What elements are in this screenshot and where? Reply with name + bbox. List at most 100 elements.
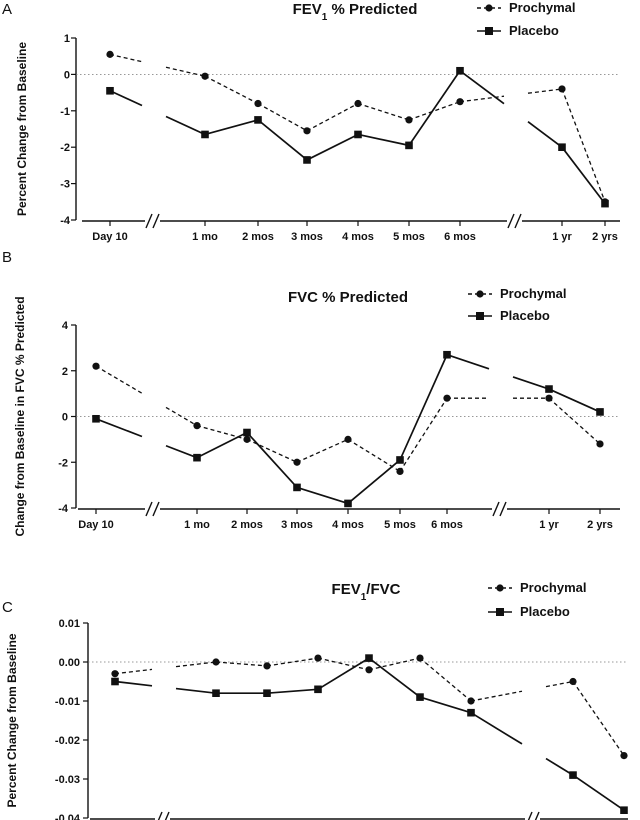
series-line-segment (109, 90, 143, 107)
data-point-square (456, 66, 464, 75)
title-part: /FVC (366, 581, 400, 598)
data-point-circle (212, 658, 220, 666)
title-part: FVC % Predicted (288, 289, 408, 306)
y-tick-label: -1 (60, 106, 70, 118)
series-line-segment (527, 121, 563, 148)
y-tick-label: -2 (60, 142, 70, 154)
series-line-segment (95, 365, 143, 394)
series-line-segment (175, 687, 217, 695)
data-point-square (601, 199, 609, 208)
data-point-circle (558, 85, 566, 93)
axis-break-mark (145, 213, 153, 229)
data-point-square (293, 483, 301, 492)
series-line-segment (266, 688, 319, 695)
series-line-segment (246, 438, 298, 463)
axis-break-mark (152, 213, 160, 229)
x-tick-label: 2 yrs (592, 231, 618, 243)
data-point-circle (416, 654, 424, 662)
data-point-square (620, 806, 628, 814)
series-line-segment (399, 354, 448, 461)
axis-break-mark (152, 501, 160, 517)
data-point-circle (354, 99, 362, 108)
series-line-segment (470, 711, 523, 745)
series-line-segment (114, 668, 153, 675)
chart-title: FVC % Predicted (288, 289, 408, 306)
series-line-segment (196, 425, 248, 441)
series-line-segment (572, 681, 625, 756)
data-point-square (354, 130, 362, 139)
series-line-segment (545, 757, 574, 776)
data-point-circle (405, 116, 413, 124)
y-tick-label: 0.01 (59, 618, 80, 630)
y-axis-label: Change from Baseline in FVC % Predicted (13, 296, 27, 536)
panel-letter: A (2, 1, 12, 18)
y-tick-label: -0.04 (55, 813, 81, 820)
legend-marker-square (476, 312, 484, 320)
axis-break-mark (514, 213, 522, 229)
data-point-square (303, 156, 311, 164)
series-line-segment (306, 102, 359, 132)
chart-title: FEV1 % Predicted (293, 1, 418, 23)
data-point-square (111, 677, 119, 686)
series-line-segment (204, 75, 259, 105)
series-line-segment (204, 119, 259, 136)
series-line-segment (165, 66, 206, 77)
y-tick-label: -0.03 (55, 774, 80, 786)
data-point-square (243, 428, 251, 437)
series-line-segment (548, 397, 601, 445)
series-line-segment (175, 661, 217, 668)
series-line-segment (470, 690, 523, 702)
x-tick-label: 2 yrs (587, 519, 613, 531)
legend-marker-square (496, 608, 504, 616)
series-line-segment (296, 486, 349, 505)
series-line-segment (459, 95, 505, 103)
chart-title: FEV1/FVC (332, 581, 401, 603)
series-line-segment (165, 115, 206, 136)
series-line-segment (572, 774, 625, 811)
x-tick-label: 6 mos (431, 519, 463, 531)
x-tick-label: 3 mos (291, 231, 323, 243)
series-line-segment (561, 146, 606, 205)
series-line-segment (266, 657, 319, 667)
series-line-segment (527, 88, 563, 94)
x-tick-label: 5 mos (393, 231, 425, 243)
title-part: FEV (293, 1, 322, 18)
title-subscript: 1 (361, 592, 367, 603)
data-point-square (106, 86, 114, 95)
series-line-segment (196, 431, 248, 459)
data-point-circle (620, 752, 628, 760)
data-point-circle (456, 98, 464, 106)
series-line-segment (306, 133, 359, 161)
axis-break-mark (534, 811, 540, 820)
data-point-circle (545, 394, 553, 402)
panel-b-fvc-chart: B FVC % Predicted 4 2 0 -2 -4 Change from Basel… (2, 249, 620, 537)
data-point-circle (263, 662, 271, 670)
data-point-square (443, 350, 451, 359)
data-point-square (193, 453, 201, 462)
x-tick-label: 5 mos (384, 519, 416, 531)
x-tick-label: Day 10 (78, 519, 113, 531)
series-line-segment (257, 119, 308, 161)
series-line-segment (317, 657, 370, 691)
series-line-segment (114, 680, 153, 687)
y-tick-label: 1 (64, 33, 70, 45)
title-subscript: 1 (322, 12, 328, 23)
data-point-circle (111, 670, 119, 678)
y-axis-label: Percent Change from Baseline (5, 633, 19, 807)
data-point-square (201, 130, 209, 139)
y-tick-label: -4 (60, 215, 71, 227)
data-point-square (569, 771, 577, 779)
data-point-circle (243, 435, 251, 443)
panel-c-fev1-fvc-chart: C FEV1/FVC 0.01 0.00 -0.01 -0.02 -0.03 -0.04 Per… (2, 580, 628, 820)
data-point-circle (92, 362, 100, 370)
legend-label: Placebo (500, 308, 550, 323)
data-point-circle (365, 666, 373, 674)
data-point-square (545, 385, 553, 393)
data-point-circle (201, 72, 209, 80)
panel-letter: C (2, 599, 13, 616)
y-tick-label: -3 (60, 179, 70, 191)
series-line-segment (357, 102, 410, 121)
data-point-circle (193, 422, 201, 430)
series-line-segment (408, 70, 461, 146)
